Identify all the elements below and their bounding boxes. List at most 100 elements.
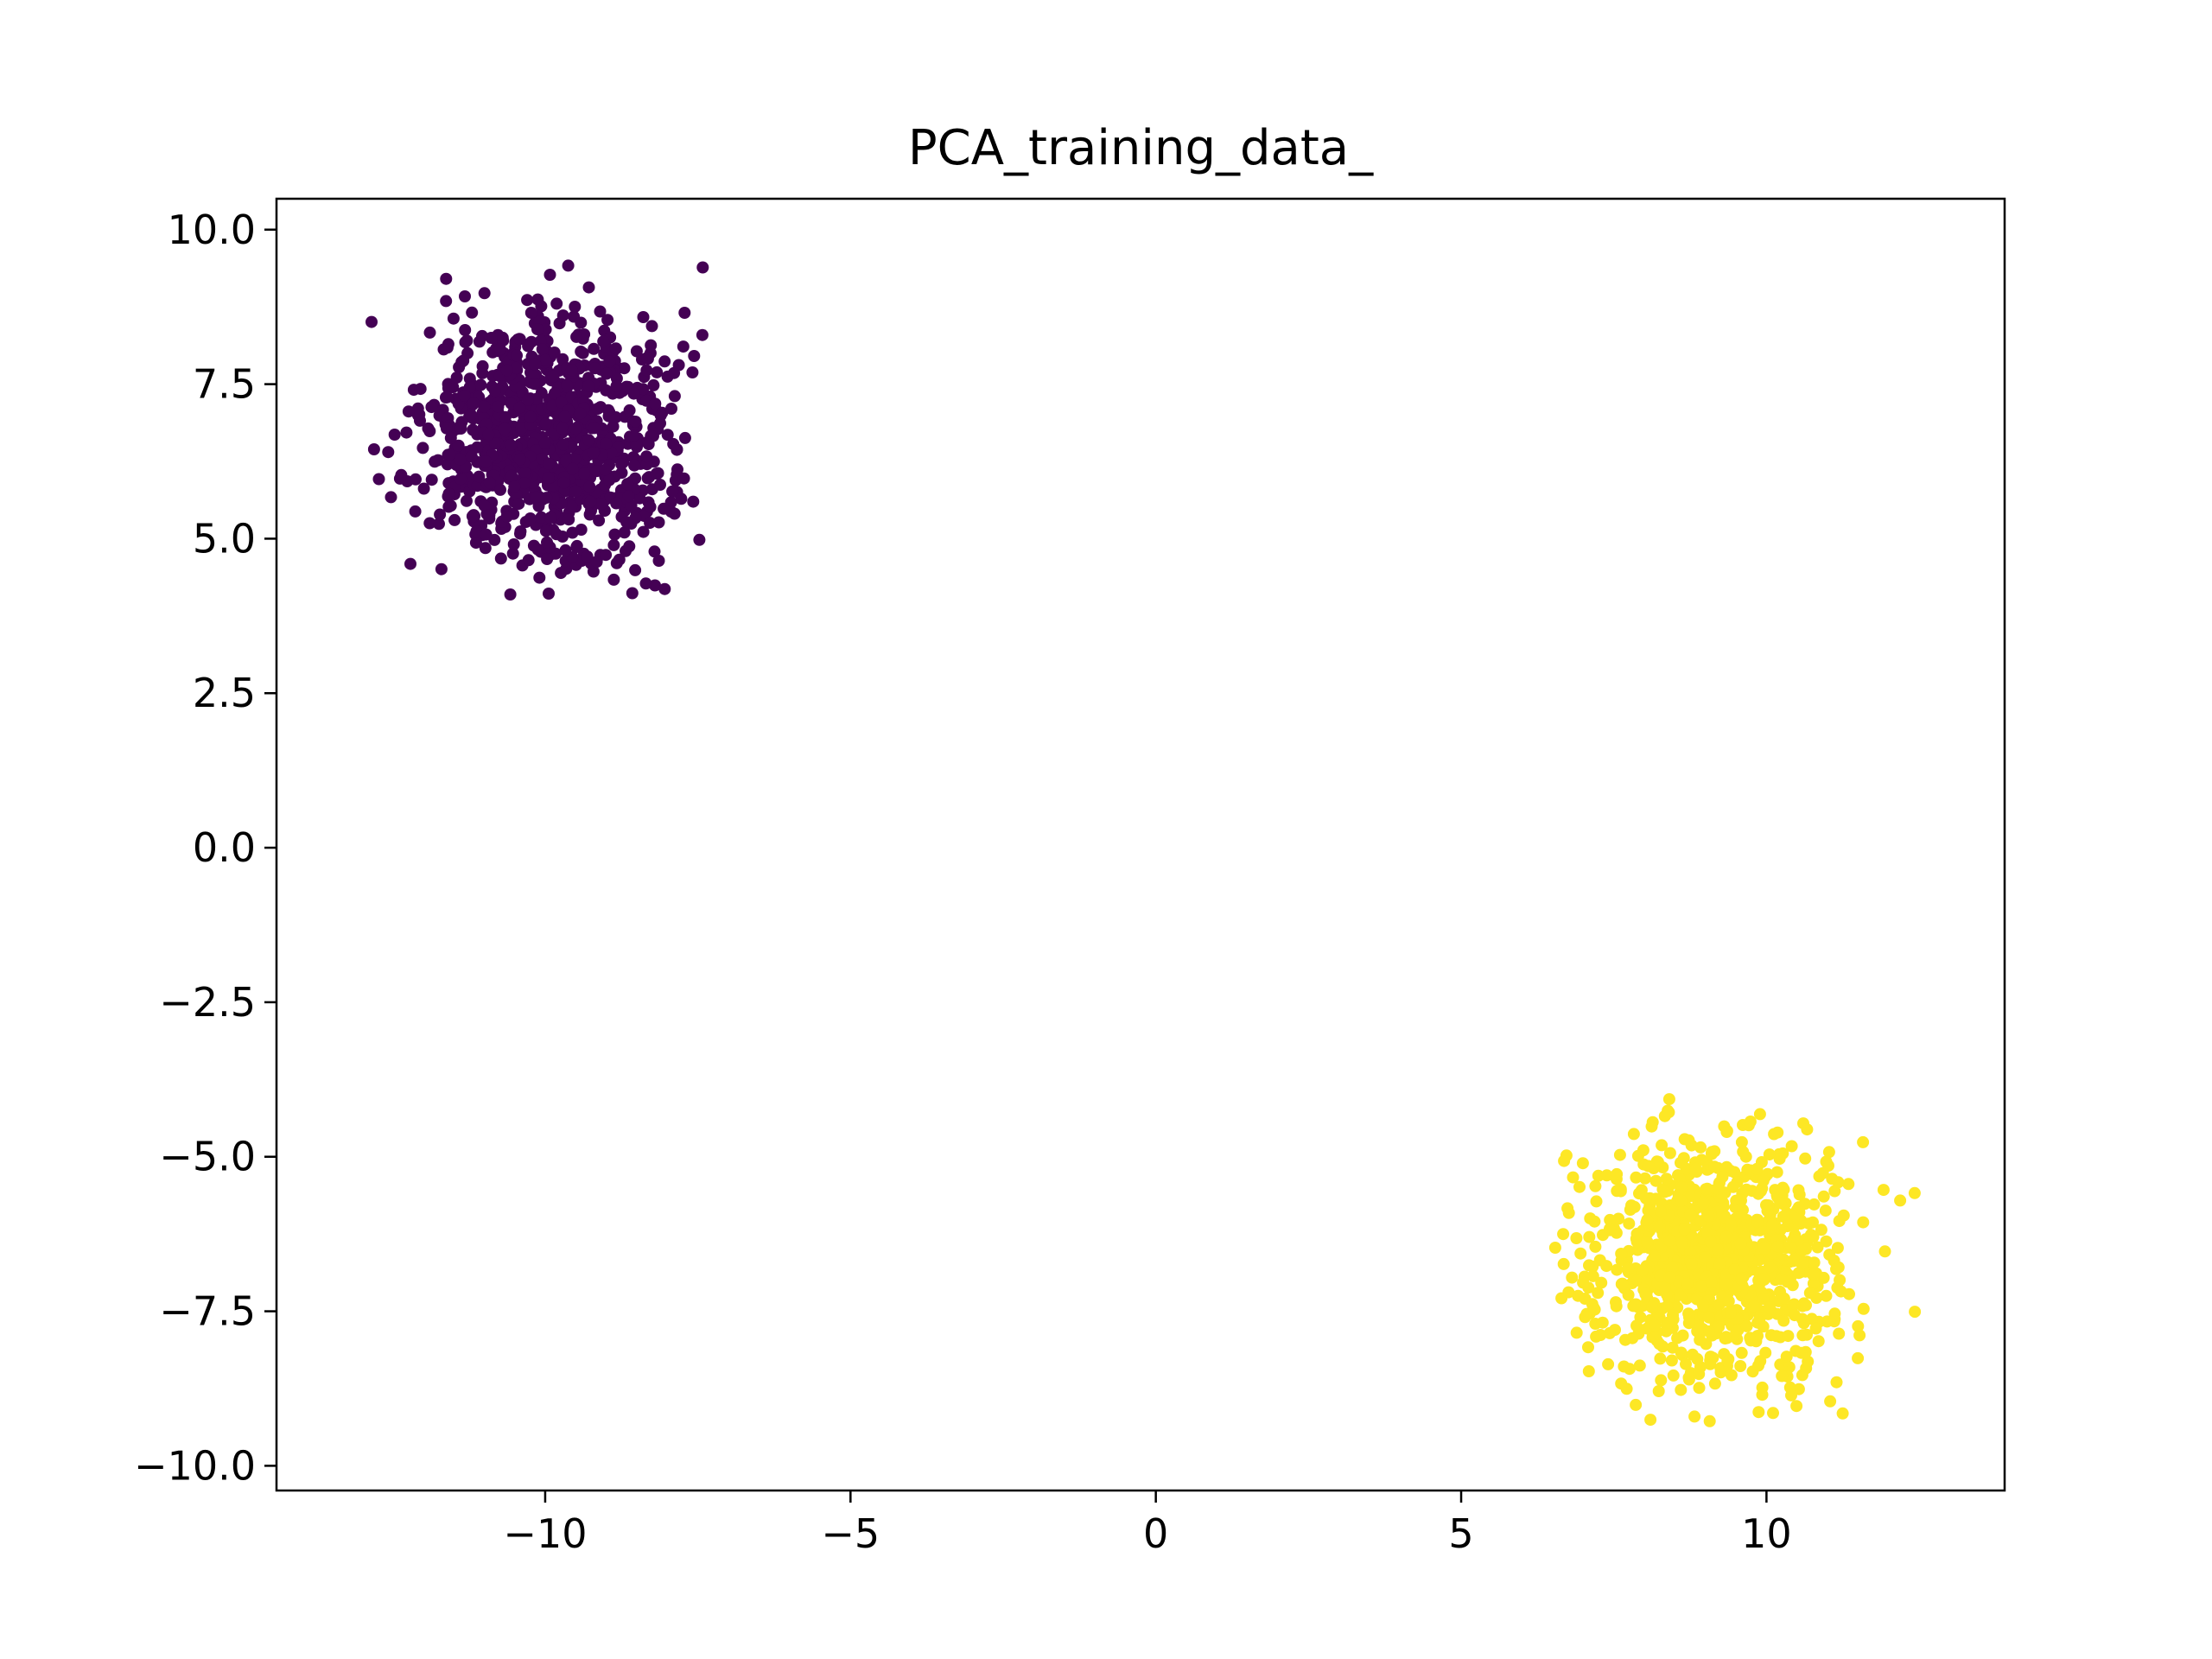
scatter-point xyxy=(1594,1329,1607,1341)
scatter-point xyxy=(1623,1217,1636,1230)
scatter-point xyxy=(597,335,610,348)
scatter-point xyxy=(1600,1260,1613,1273)
scatter-point xyxy=(1808,1256,1821,1269)
scatter-point xyxy=(1600,1169,1613,1182)
scatter-point xyxy=(593,514,606,527)
scatter-point xyxy=(543,457,556,470)
scatter-point xyxy=(1654,1205,1667,1217)
scatter-point xyxy=(478,499,491,512)
scatter-point xyxy=(1700,1182,1713,1195)
scatter-point xyxy=(1713,1257,1726,1270)
scatter-point xyxy=(1697,1197,1710,1210)
scatter-point xyxy=(518,467,531,480)
scatter-point xyxy=(1633,1187,1645,1200)
scatter-point xyxy=(1803,1287,1816,1300)
scatter-point xyxy=(1694,1141,1707,1154)
scatter-point xyxy=(1796,1329,1809,1342)
scatter-point xyxy=(1654,1352,1667,1365)
scatter-point xyxy=(1614,1185,1627,1198)
scatter-point xyxy=(1771,1126,1784,1139)
scatter-point xyxy=(615,458,628,471)
scatter-point xyxy=(1615,1248,1628,1260)
scatter-point xyxy=(644,500,657,513)
scatter-point xyxy=(1610,1300,1623,1313)
scatter-point xyxy=(425,401,438,414)
scatter-point xyxy=(1583,1230,1596,1243)
scatter-point xyxy=(610,379,623,392)
scatter-point xyxy=(461,494,473,507)
scatter-point xyxy=(1783,1361,1796,1374)
scatter-point xyxy=(1667,1369,1680,1382)
scatter-point xyxy=(601,314,614,327)
scatter-point xyxy=(1675,1383,1688,1396)
scatter-point xyxy=(512,498,525,511)
scatter-point xyxy=(515,422,528,435)
scatter-point xyxy=(1797,1256,1810,1269)
scatter-point xyxy=(543,512,556,524)
scatter-point xyxy=(1811,1241,1824,1254)
scatter-point xyxy=(479,542,492,555)
scatter-point xyxy=(1583,1259,1595,1272)
scatter-point xyxy=(1618,1360,1630,1373)
scatter-point xyxy=(505,469,518,482)
scatter-point xyxy=(607,538,620,551)
scatter-point xyxy=(1620,1382,1633,1395)
scatter-point xyxy=(395,468,408,481)
scatter-point xyxy=(666,485,679,498)
scatter-point xyxy=(531,293,544,306)
scatter-point xyxy=(1611,1263,1624,1276)
scatter-point xyxy=(1721,1355,1734,1368)
y-tick-label: −2.5 xyxy=(159,979,256,1026)
scatter-point xyxy=(1817,1271,1830,1284)
scatter-point xyxy=(1703,1325,1715,1338)
scatter-point xyxy=(1787,1300,1799,1313)
scatter-point xyxy=(478,287,491,300)
scatter-point xyxy=(382,446,395,459)
scatter-point xyxy=(627,429,639,442)
scatter-point xyxy=(440,272,453,285)
scatter-point xyxy=(1682,1371,1695,1384)
scatter-point xyxy=(1793,1188,1806,1201)
scatter-point xyxy=(1719,1278,1732,1291)
scatter-point xyxy=(1589,1179,1602,1192)
scatter-point xyxy=(1787,1255,1800,1268)
scatter-point xyxy=(1725,1306,1737,1319)
scatter-point xyxy=(480,528,493,541)
scatter-point xyxy=(1675,1194,1688,1207)
scatter-point xyxy=(473,335,486,348)
scatter-point xyxy=(1666,1261,1679,1274)
scatter-point xyxy=(658,502,671,515)
scatter-point xyxy=(1808,1198,1821,1211)
scatter-point xyxy=(440,295,453,308)
scatter-point xyxy=(1758,1274,1770,1287)
scatter-point xyxy=(591,403,604,415)
scatter-point xyxy=(529,358,542,371)
scatter-point xyxy=(1582,1365,1595,1377)
scatter-point xyxy=(470,525,483,538)
scatter-point xyxy=(506,547,519,560)
scatter-point xyxy=(434,508,447,521)
scatter-point xyxy=(1751,1216,1764,1229)
scatter-point xyxy=(461,334,474,347)
scatter-point xyxy=(1805,1313,1818,1325)
scatter-point xyxy=(1781,1275,1794,1288)
scatter-point xyxy=(1713,1320,1726,1333)
scatter-point xyxy=(550,528,563,541)
scatter-point xyxy=(1752,1406,1765,1419)
scatter-point xyxy=(539,524,552,537)
scatter-point xyxy=(569,423,582,435)
scatter-point xyxy=(1678,1223,1691,1236)
scatter-point xyxy=(513,401,526,414)
scatter-point xyxy=(465,408,477,421)
scatter-point xyxy=(1725,1369,1738,1382)
scatter-point xyxy=(1654,1269,1667,1282)
scatter-point xyxy=(1726,1180,1739,1193)
scatter-point xyxy=(1752,1359,1764,1372)
scatter-point xyxy=(1658,1185,1671,1198)
scatter-point xyxy=(620,516,633,529)
scatter-point xyxy=(603,355,616,368)
scatter-point xyxy=(629,563,642,576)
scatter-point xyxy=(507,538,520,550)
scatter-point xyxy=(1834,1274,1847,1287)
